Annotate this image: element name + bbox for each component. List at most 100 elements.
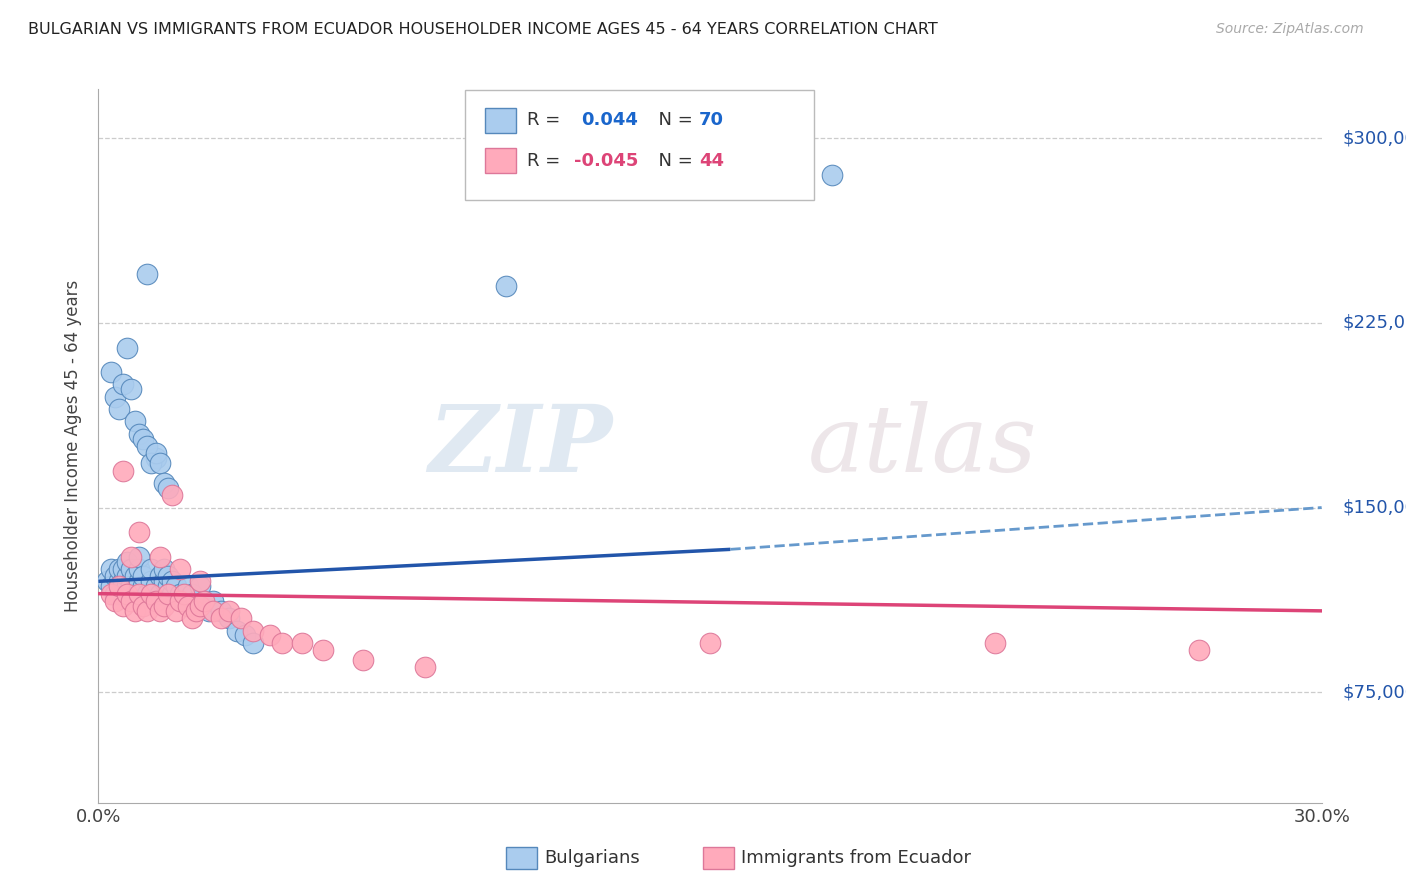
Point [209, 604, 232, 618]
Point [115, 341, 138, 355]
Point [209, 611, 232, 625]
Point [152, 562, 174, 576]
Point [181, 611, 204, 625]
Point [149, 569, 172, 583]
Point [100, 579, 122, 593]
Point [141, 587, 163, 601]
Point [165, 579, 187, 593]
Point [270, 636, 294, 650]
Point [128, 426, 150, 441]
Point [156, 587, 179, 601]
Point [233, 628, 256, 642]
Point [495, 279, 517, 293]
Text: $225,000: $225,000 [1343, 314, 1406, 332]
Point [145, 446, 167, 460]
Point [218, 611, 240, 625]
Text: $150,000: $150,000 [1343, 499, 1406, 516]
Text: -0.045: -0.045 [574, 152, 638, 169]
Text: 70: 70 [699, 112, 724, 129]
Point [188, 579, 212, 593]
Text: Source: ZipAtlas.com: Source: ZipAtlas.com [1216, 22, 1364, 37]
Point [160, 587, 183, 601]
Point [160, 488, 183, 502]
Point [111, 587, 134, 601]
Point [120, 594, 142, 608]
Point [821, 169, 844, 183]
Point [124, 414, 146, 428]
Point [242, 624, 264, 638]
Point [186, 604, 208, 618]
Point [169, 587, 191, 601]
Point [128, 587, 150, 601]
Point [173, 587, 195, 601]
Point [149, 549, 172, 564]
Point [188, 574, 212, 589]
Point [193, 594, 215, 608]
Point [132, 569, 155, 583]
Point [152, 475, 174, 490]
Point [160, 574, 183, 589]
Point [242, 636, 264, 650]
Point [136, 267, 159, 281]
Point [108, 579, 131, 593]
Point [181, 587, 204, 601]
Point [124, 569, 146, 583]
Text: R =: R = [527, 112, 572, 129]
Point [413, 660, 436, 674]
Point [173, 594, 195, 608]
Point [124, 604, 146, 618]
Point [156, 569, 179, 583]
Point [312, 643, 335, 657]
Text: Bulgarians: Bulgarians [544, 849, 640, 867]
Point [231, 611, 253, 625]
Point [111, 574, 134, 589]
Point [111, 377, 134, 392]
Point [100, 587, 122, 601]
Text: Immigrants from Ecuador: Immigrants from Ecuador [741, 849, 972, 867]
Text: N =: N = [647, 112, 699, 129]
Point [120, 383, 142, 397]
Point [111, 599, 134, 613]
Point [197, 604, 219, 618]
Point [100, 562, 122, 576]
Point [165, 604, 187, 618]
Point [120, 562, 142, 576]
Point [156, 481, 179, 495]
Point [149, 587, 172, 601]
Y-axis label: Householder Income Ages 45 - 64 years: Householder Income Ages 45 - 64 years [65, 280, 83, 612]
Point [177, 579, 200, 593]
Point [226, 624, 249, 638]
Point [128, 549, 150, 564]
Point [169, 562, 191, 576]
Point [124, 587, 146, 601]
Point [104, 569, 127, 583]
Point [291, 636, 314, 650]
Text: R =: R = [527, 152, 567, 169]
Point [218, 604, 240, 618]
Point [169, 594, 191, 608]
Point [128, 562, 150, 576]
Point [352, 653, 374, 667]
Point [1188, 643, 1211, 657]
Point [115, 569, 138, 583]
Point [132, 579, 155, 593]
Point [201, 604, 224, 618]
Point [201, 594, 224, 608]
Point [149, 456, 172, 470]
Point [96, 574, 118, 589]
Point [145, 594, 167, 608]
Point [100, 365, 122, 379]
Point [108, 562, 131, 576]
Point [120, 579, 142, 593]
Point [145, 579, 167, 593]
Point [111, 562, 134, 576]
Point [136, 439, 159, 453]
Point [120, 549, 142, 564]
Text: atlas: atlas [808, 401, 1038, 491]
Point [188, 599, 212, 613]
Point [108, 402, 131, 417]
Point [177, 599, 200, 613]
Point [141, 562, 163, 576]
Point [141, 574, 163, 589]
Point [699, 636, 721, 650]
